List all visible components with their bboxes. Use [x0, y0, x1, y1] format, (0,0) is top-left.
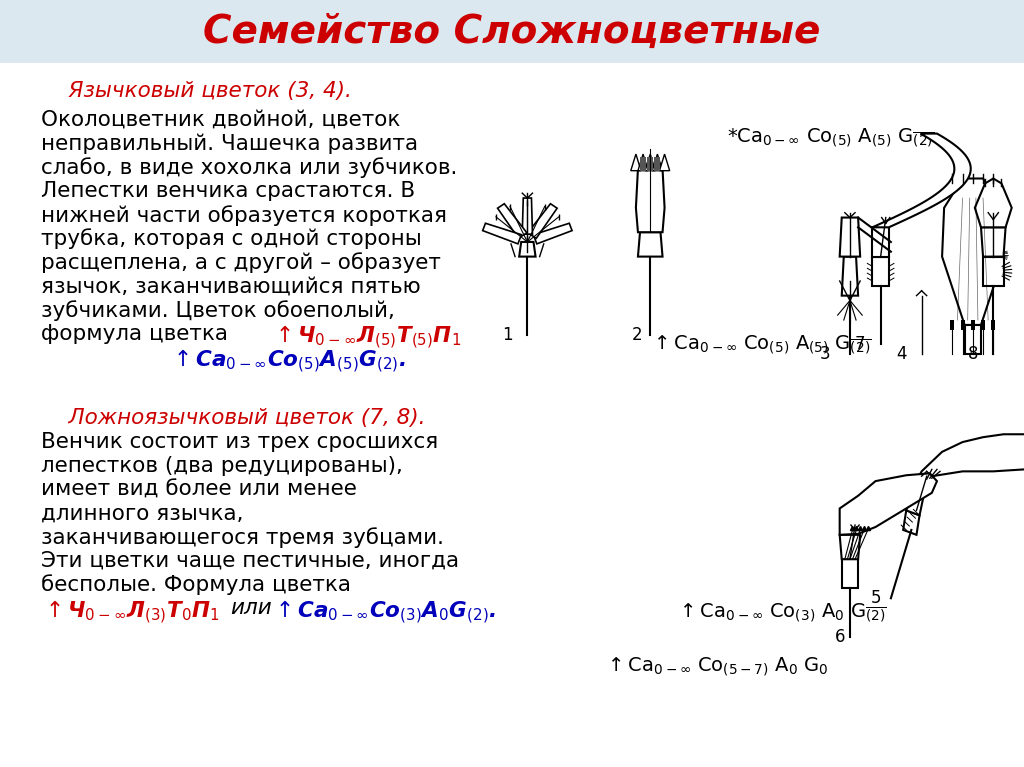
- Polygon shape: [519, 242, 536, 257]
- Polygon shape: [942, 179, 1004, 325]
- Text: 1: 1: [502, 325, 512, 344]
- Text: $\uparrow$Ca$_{0-\infty}$ Co$_{(5-7)}$ A$_0$ G$_0$: $\uparrow$Ca$_{0-\infty}$ Co$_{(5-7)}$ A…: [604, 656, 828, 678]
- Text: 5: 5: [870, 589, 881, 607]
- Text: Ложноязычковый цветок (7, 8).: Ложноязычковый цветок (7, 8).: [41, 408, 425, 428]
- Polygon shape: [906, 491, 924, 515]
- Text: бесполые. Формула цветка: бесполые. Формула цветка: [41, 574, 351, 595]
- Polygon shape: [647, 157, 653, 171]
- Text: слабо, в виде хохолка или зубчиков.: слабо, в виде хохолка или зубчиков.: [41, 157, 458, 178]
- Text: 6: 6: [835, 628, 845, 646]
- Polygon shape: [981, 227, 1006, 257]
- Polygon shape: [640, 157, 646, 171]
- Text: 2: 2: [632, 325, 642, 344]
- Polygon shape: [498, 204, 527, 239]
- Text: формула цветка: формула цветка: [41, 324, 228, 344]
- Text: трубка, которая с одной стороны: трубка, которая с одной стороны: [41, 229, 422, 249]
- Polygon shape: [872, 257, 889, 286]
- Text: $\uparrow$Ca$_{0-\infty}$ Co$_{(5)}$ A$_{(5)}$ G$_{\overline{(2)}}$: $\uparrow$Ca$_{0-\infty}$ Co$_{(5)}$ A$_…: [650, 334, 871, 357]
- Polygon shape: [645, 154, 655, 171]
- Text: или: или: [230, 598, 272, 618]
- Polygon shape: [872, 227, 889, 257]
- Polygon shape: [950, 320, 954, 330]
- Polygon shape: [659, 154, 670, 171]
- Polygon shape: [654, 157, 660, 171]
- Text: Околоцветник двойной, цветок: Околоцветник двойной, цветок: [41, 110, 400, 130]
- Polygon shape: [842, 257, 858, 295]
- Polygon shape: [965, 325, 981, 354]
- Text: язычок, заканчивающийся пятью: язычок, заканчивающийся пятью: [41, 276, 421, 296]
- Text: 7: 7: [855, 335, 865, 354]
- Polygon shape: [983, 257, 1004, 286]
- Polygon shape: [527, 204, 557, 239]
- Text: длинного язычка,: длинного язычка,: [41, 503, 244, 523]
- Polygon shape: [975, 179, 1012, 227]
- Polygon shape: [981, 320, 985, 330]
- Polygon shape: [652, 154, 663, 171]
- Text: $\uparrow$Ч$_{0-\infty}$Л$_{(5)}$Т$_{(5)}$П$_1$: $\uparrow$Ч$_{0-\infty}$Л$_{(5)}$Т$_{(5)…: [271, 324, 462, 351]
- Text: Язычковый цветок (3, 4).: Язычковый цветок (3, 4).: [41, 81, 352, 100]
- Text: $\uparrow$Ч$_{0-\infty}$Л$_{(3)}$Т$_0$П$_1$: $\uparrow$Ч$_{0-\infty}$Л$_{(3)}$Т$_0$П$…: [41, 598, 219, 626]
- Polygon shape: [842, 559, 858, 588]
- Polygon shape: [638, 154, 648, 171]
- Text: зубчиками. Цветок обоеполый,: зубчиками. Цветок обоеполый,: [41, 300, 395, 321]
- Polygon shape: [896, 434, 1024, 491]
- Polygon shape: [482, 223, 521, 244]
- Text: $\uparrow$Ca$_{0-\infty}$ Co$_{(3)}$ A$_0$ G$_{\overline{(2)}}$: $\uparrow$Ca$_{0-\infty}$ Co$_{(3)}$ A$_…: [676, 602, 887, 625]
- Text: Семейство Сложноцветные: Семейство Сложноцветные: [204, 12, 820, 51]
- Text: расщеплена, а с другой – образует: расщеплена, а с другой – образует: [41, 252, 441, 273]
- Polygon shape: [638, 232, 663, 257]
- Text: лепестков (два редуцированы),: лепестков (два редуцированы),: [41, 456, 402, 476]
- Polygon shape: [522, 198, 532, 234]
- Polygon shape: [903, 510, 920, 535]
- Text: $\uparrow$Ca$_{0-\infty}$Co$_{(5)}$A$_{(5)}$G$_{(2)}$.: $\uparrow$Ca$_{0-\infty}$Co$_{(5)}$A$_{(…: [169, 347, 406, 375]
- Polygon shape: [840, 473, 937, 535]
- Text: заканчивающегося тремя зубцами.: заканчивающегося тремя зубцами.: [41, 527, 444, 548]
- Text: $*$Ca$_{0-\infty}$ Co$_{(5)}$ A$_{(5)}$ G$_{\overline{(2)}}$: $*$Ca$_{0-\infty}$ Co$_{(5)}$ A$_{(5)}$ …: [727, 127, 934, 150]
- FancyBboxPatch shape: [0, 0, 1024, 63]
- Polygon shape: [631, 154, 641, 171]
- Text: 8: 8: [968, 345, 978, 363]
- Text: 3: 3: [819, 345, 829, 363]
- Polygon shape: [636, 169, 665, 232]
- Text: Лепестки венчика срастаются. В: Лепестки венчика срастаются. В: [41, 181, 415, 201]
- Polygon shape: [840, 218, 860, 257]
- Text: неправильный. Чашечка развита: неправильный. Чашечка развита: [41, 133, 418, 154]
- Polygon shape: [961, 320, 965, 330]
- Text: Эти цветки чаще пестичные, иногда: Эти цветки чаще пестичные, иногда: [41, 551, 459, 571]
- Text: имеет вид более или менее: имеет вид более или менее: [41, 479, 356, 499]
- Text: Венчик состоит из трех сросшихся: Венчик состоит из трех сросшихся: [41, 432, 438, 452]
- Polygon shape: [534, 223, 572, 244]
- Polygon shape: [872, 133, 971, 227]
- Text: $\uparrow$Ca$_{0-\infty}$Co$_{(3)}$A$_0$G$_{(2)}$.: $\uparrow$Ca$_{0-\infty}$Co$_{(3)}$A$_0$…: [271, 598, 497, 626]
- Text: нижней части образуется короткая: нижней части образуется короткая: [41, 205, 446, 225]
- Text: 4: 4: [896, 345, 906, 363]
- Polygon shape: [971, 320, 975, 330]
- Polygon shape: [991, 320, 995, 330]
- Polygon shape: [840, 535, 860, 559]
